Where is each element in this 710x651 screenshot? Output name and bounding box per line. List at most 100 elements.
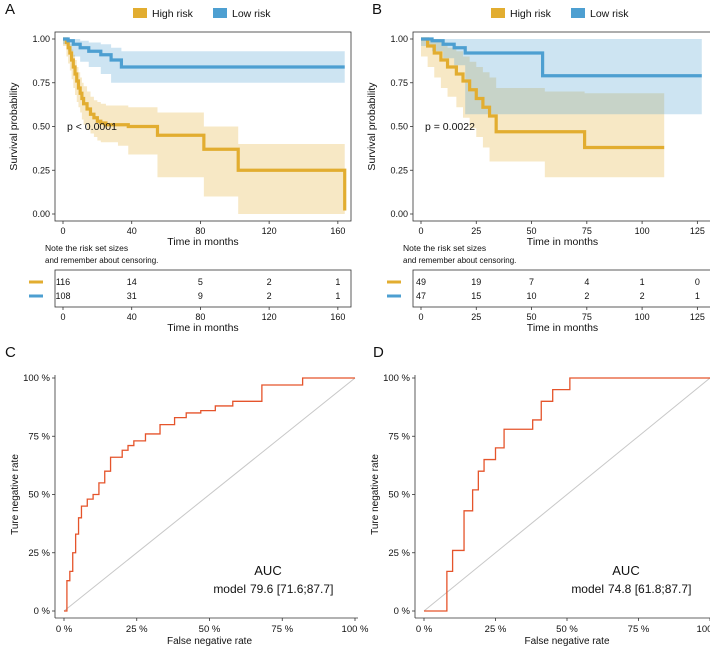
risk-count: 2 bbox=[584, 291, 589, 301]
risk-x-tick-label: 160 bbox=[330, 312, 345, 322]
survival-curve-high bbox=[421, 37, 665, 150]
risk-x-tick-label: 40 bbox=[127, 312, 137, 322]
x-tick-label: 50 % bbox=[556, 624, 578, 635]
x-tick-label: 25 % bbox=[485, 624, 507, 635]
risk-count: 49 bbox=[416, 277, 426, 287]
x-tick-label: 100 % bbox=[697, 624, 710, 635]
risk-count: 31 bbox=[127, 291, 137, 301]
x-tick-label: 125 bbox=[690, 226, 705, 236]
risk-count: 1 bbox=[640, 277, 645, 287]
x-axis-label: Time in months bbox=[527, 236, 598, 248]
roc-curve bbox=[424, 377, 710, 612]
risk-count: 7 bbox=[529, 277, 534, 287]
y-tick-label: 0.00 bbox=[32, 209, 50, 219]
risk-count: 10 bbox=[527, 291, 537, 301]
y-tick-label: 75 % bbox=[388, 431, 410, 442]
y-tick-label: 0.00 bbox=[390, 209, 408, 219]
risk-count: 116 bbox=[56, 277, 70, 287]
panel-label: D bbox=[373, 344, 384, 361]
x-tick-label: 0 bbox=[418, 226, 423, 236]
y-axis-label: Ture negative rate bbox=[10, 454, 21, 535]
risk-count: 2 bbox=[267, 277, 272, 287]
risk-count: 1 bbox=[335, 291, 340, 301]
risk-note: and remember about censoring. bbox=[45, 256, 158, 265]
ci-band-low bbox=[63, 39, 345, 83]
risk-x-tick-label: 25 bbox=[471, 312, 481, 322]
auc-value: 74.8 [61.8;87.7] bbox=[608, 582, 691, 596]
y-tick-label: 50 % bbox=[28, 490, 50, 501]
y-tick-label: 0.25 bbox=[390, 165, 408, 175]
auc-model-label: model bbox=[213, 582, 246, 596]
risk-x-tick-label: 125 bbox=[690, 312, 705, 322]
x-tick-label: 75 % bbox=[271, 624, 293, 635]
risk-count: 5 bbox=[198, 277, 203, 287]
risk-x-tick-label: 75 bbox=[582, 312, 592, 322]
risk-x-tick-label: 100 bbox=[635, 312, 650, 322]
y-tick-label: 0.75 bbox=[390, 78, 408, 88]
x-tick-label: 50 % bbox=[199, 624, 221, 635]
x-tick-label: 0 % bbox=[416, 624, 433, 635]
x-tick-label: 25 bbox=[471, 226, 481, 236]
x-axis-label: Time in months bbox=[167, 236, 238, 248]
x-tick-label: 160 bbox=[330, 226, 345, 236]
x-tick-label: 120 bbox=[262, 226, 277, 236]
risk-x-axis-label: Time in months bbox=[527, 322, 598, 334]
panel-label: C bbox=[5, 344, 16, 361]
y-tick-label: 0.25 bbox=[32, 165, 50, 175]
y-tick-label: 0 % bbox=[34, 606, 51, 617]
risk-note: Note the risk set sizes bbox=[45, 243, 128, 253]
ci-band-high bbox=[421, 39, 665, 178]
risk-count: 15 bbox=[471, 291, 481, 301]
legend-label-high: High risk bbox=[152, 8, 194, 20]
roc-panel-d: D 0 % 25 % 50 % 75 % 100 % 0 % 25 % 50 % 75 % 100 … bbox=[370, 344, 710, 647]
y-axis-label: Survival probability bbox=[366, 82, 378, 171]
risk-count: 19 bbox=[471, 277, 481, 287]
x-tick-label: 0 % bbox=[56, 624, 73, 635]
panel-label: A bbox=[5, 1, 15, 18]
risk-count: 9 bbox=[198, 291, 203, 301]
auc-model-label: model bbox=[571, 582, 604, 596]
x-tick-label: 75 % bbox=[628, 624, 650, 635]
y-tick-label: 0.50 bbox=[32, 122, 50, 132]
risk-count: 1 bbox=[695, 291, 700, 301]
risk-count: 2 bbox=[640, 291, 645, 301]
risk-count: 47 bbox=[416, 291, 426, 301]
risk-x-tick-label: 0 bbox=[418, 312, 423, 322]
y-tick-label: 0 % bbox=[394, 606, 411, 617]
survival-curve-low bbox=[63, 37, 345, 69]
legend-swatch-low bbox=[571, 8, 585, 18]
survival-curve-high bbox=[63, 37, 347, 211]
y-tick-label: 75 % bbox=[28, 431, 50, 442]
risk-table-frame bbox=[54, 269, 352, 308]
x-axis-label: False negative rate bbox=[167, 636, 252, 647]
risk-x-tick-label: 80 bbox=[195, 312, 205, 322]
x-tick-label: 80 bbox=[195, 226, 205, 236]
risk-note: and remember about censoring. bbox=[403, 256, 516, 265]
x-axis-label: False negative rate bbox=[524, 636, 609, 647]
legend-label-low: Low risk bbox=[232, 8, 271, 20]
y-tick-label: 100 % bbox=[383, 373, 410, 384]
risk-note: Note the risk set sizes bbox=[403, 243, 486, 253]
p-value: p = 0.0022 bbox=[425, 121, 475, 133]
y-tick-label: 100 % bbox=[23, 373, 50, 384]
x-tick-label: 100 % bbox=[342, 624, 369, 635]
reference-diagonal bbox=[63, 377, 356, 612]
legend-swatch-high bbox=[133, 8, 147, 18]
auc-value: 79.6 [71.6;87.7] bbox=[250, 582, 333, 596]
roc-curve bbox=[64, 377, 355, 612]
y-tick-label: 25 % bbox=[388, 548, 410, 559]
risk-x-tick-label: 0 bbox=[60, 312, 65, 322]
x-tick-label: 25 % bbox=[126, 624, 148, 635]
survival-curve-low bbox=[421, 37, 702, 78]
risk-table-frame bbox=[412, 269, 710, 308]
y-tick-label: 1.00 bbox=[32, 34, 50, 44]
legend-swatch-high bbox=[491, 8, 505, 18]
km-panel-a: A High risk Low risk 0.00 0.25 0.50 0.75 1.00 0 4… bbox=[5, 1, 352, 334]
legend-label-low: Low risk bbox=[590, 8, 629, 20]
x-tick-label: 40 bbox=[127, 226, 137, 236]
panel-label: B bbox=[372, 1, 382, 18]
risk-x-tick-label: 50 bbox=[527, 312, 537, 322]
risk-count: 4 bbox=[584, 277, 589, 287]
x-tick-label: 75 bbox=[582, 226, 592, 236]
